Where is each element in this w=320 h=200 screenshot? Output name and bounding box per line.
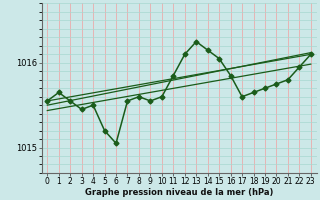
X-axis label: Graphe pression niveau de la mer (hPa): Graphe pression niveau de la mer (hPa) bbox=[85, 188, 273, 197]
